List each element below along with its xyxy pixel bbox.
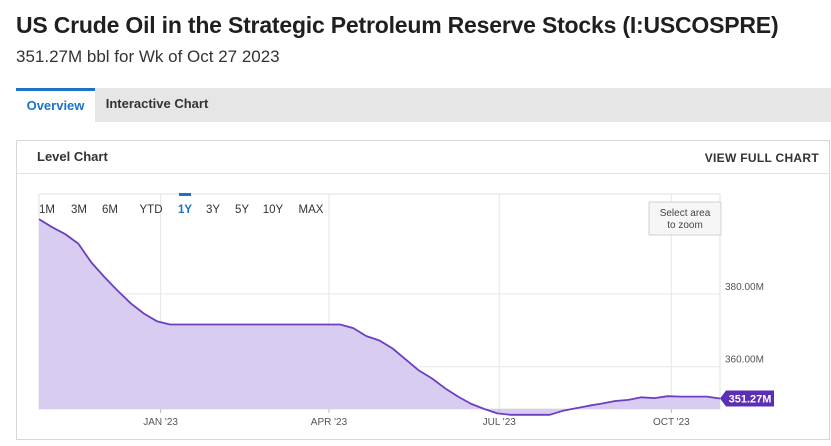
range-button-10y[interactable]: 10Y (263, 204, 284, 216)
page-subtitle: 351.27M bbl for Wk of Oct 27 2023 (16, 47, 280, 66)
range-button-5y[interactable]: 5Y (235, 204, 249, 216)
range-active-indicator (179, 193, 191, 196)
y-tick-label: 360.00M (725, 355, 764, 366)
range-button-max[interactable]: MAX (299, 204, 324, 216)
range-button-6m[interactable]: 6M (102, 204, 118, 216)
range-button-ytd[interactable]: YTD (140, 204, 163, 216)
series-line (38, 218, 721, 416)
x-tick-label: JAN '23 (143, 417, 178, 428)
header: US Crude Oil in the Strategic Petroleum … (16, 12, 831, 67)
series-area (39, 219, 720, 415)
zoom-hint-text: to zoom (667, 220, 703, 231)
panel-title: Level Chart (37, 149, 108, 164)
zoom-hint-text: Select area (660, 208, 711, 219)
range-button-1y[interactable]: 1Y (178, 204, 192, 216)
range-button-3y[interactable]: 3Y (206, 204, 220, 216)
tab-bar: Overview Interactive Chart (16, 88, 831, 122)
page-title: US Crude Oil in the Strategic Petroleum … (16, 12, 779, 38)
view-full-chart-link[interactable]: VIEW FULL CHART (704, 151, 819, 165)
x-tick-label: JUL '23 (483, 417, 517, 428)
last-value-label: 351.27M (729, 394, 772, 406)
level-chart-panel: Level Chart VIEW FULL CHART JAN '23 APR '… (16, 140, 830, 440)
y-tick-label: 380.00M (725, 282, 764, 293)
x-tick-label: APR '23 (311, 417, 348, 428)
range-button-1m[interactable]: 1M (39, 204, 55, 216)
panel-divider (17, 173, 829, 174)
tab-overview[interactable]: Overview (16, 88, 95, 122)
x-tick-label: OCT '23 (653, 417, 690, 428)
zoom-hint-box (648, 201, 722, 236)
tab-interactive-chart[interactable]: Interactive Chart (105, 96, 209, 111)
level-chart[interactable]: JAN '23 APR '23 JUL '23 OCT '23 360.00M 380.0… (17, 141, 829, 439)
last-value-badge (720, 390, 774, 407)
range-button-3m[interactable]: 3M (71, 204, 87, 216)
